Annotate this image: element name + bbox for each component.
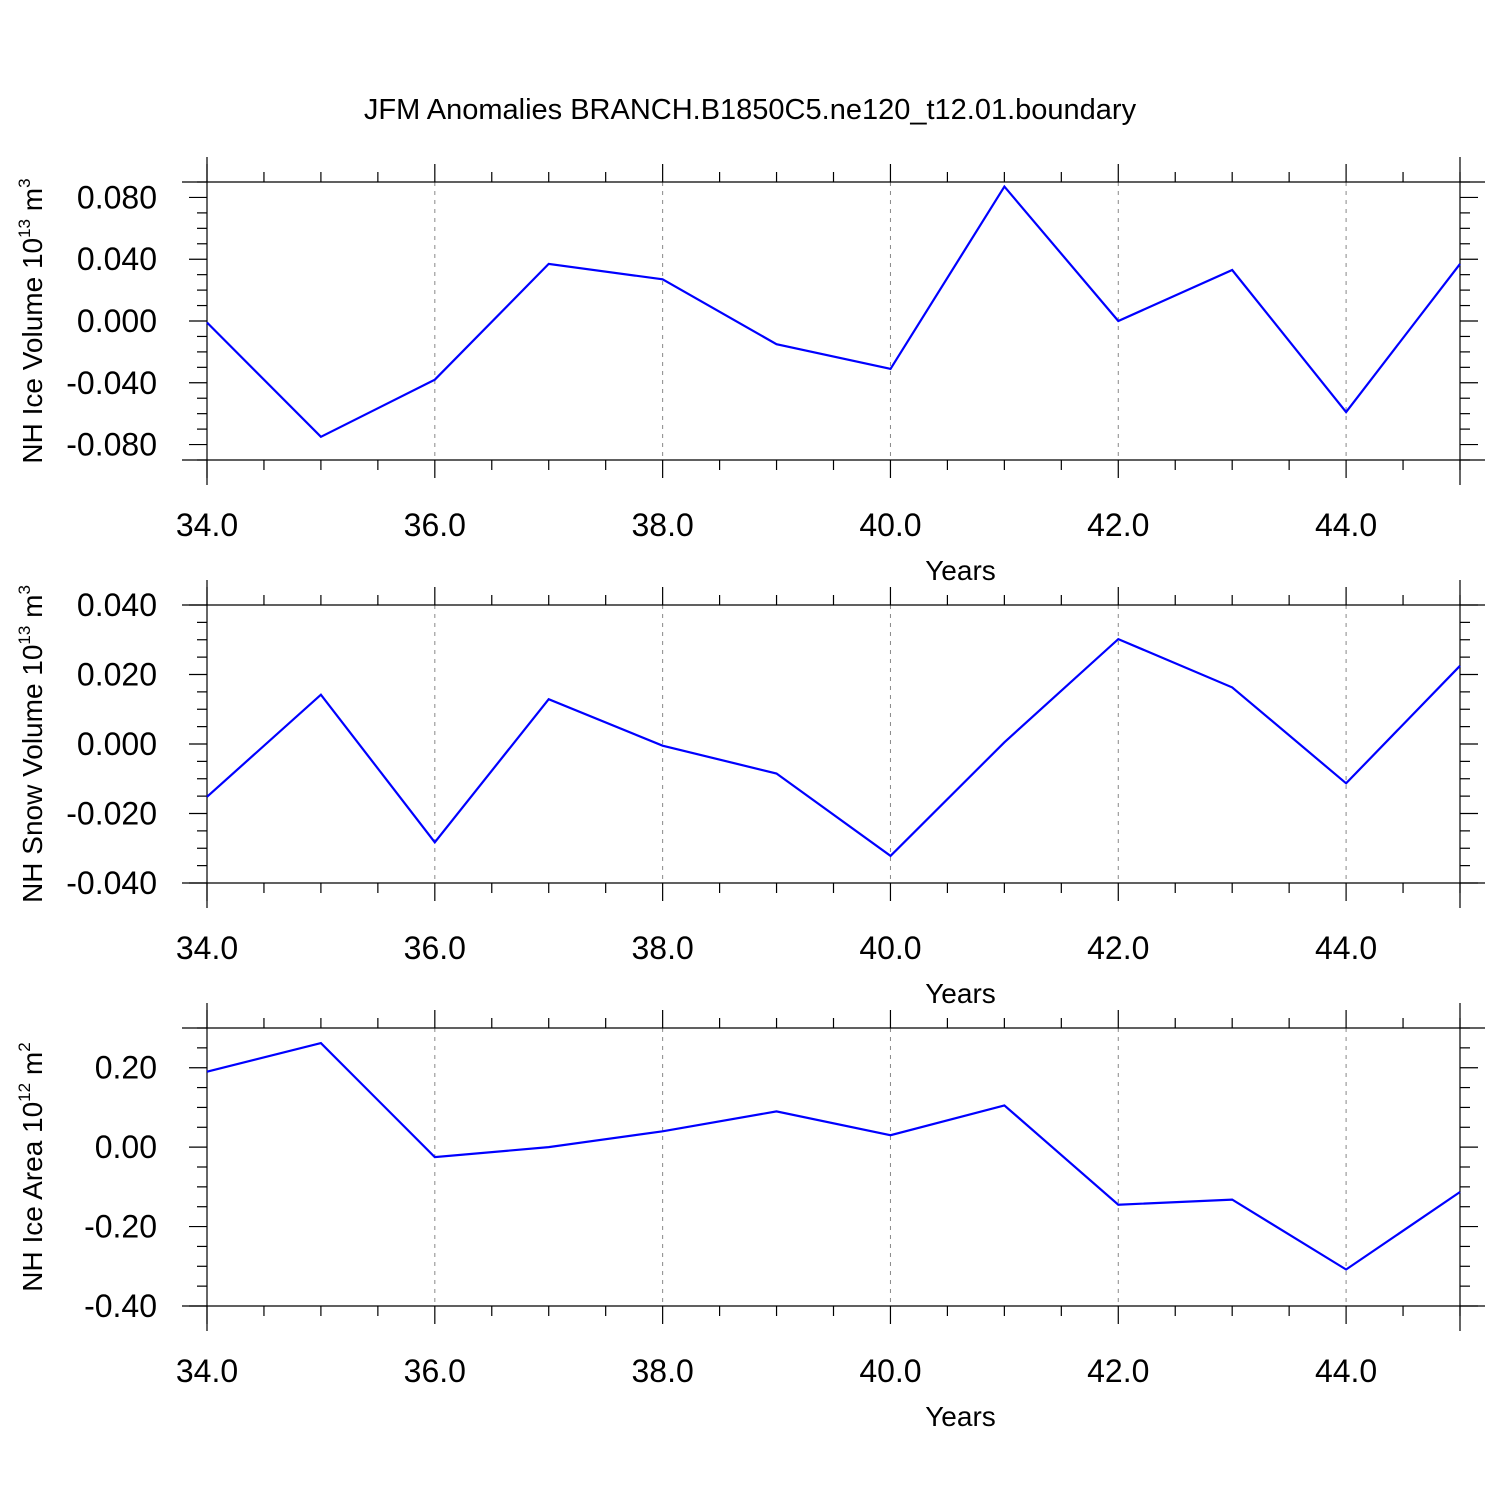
y-tick-label: 0.000 [77,303,157,339]
y-tick-label: -0.080 [66,427,157,463]
y-tick-label: 0.020 [77,657,157,693]
y-tick-label: 0.000 [77,726,157,762]
x-tick-label: 44.0 [1315,930,1377,966]
x-tick-label: 44.0 [1315,507,1377,543]
x-tick-label: 42.0 [1087,507,1149,543]
x-tick-label: 38.0 [631,1353,693,1389]
panel-1: 34.0 36.0 38.0 40.0 42.0 44.0 -0.080 -0.040 0.00… [15,157,1485,586]
y-tick-label: -0.040 [66,865,157,901]
x-tick-label: 40.0 [859,1353,921,1389]
y-tick-label: -0.40 [84,1288,157,1324]
x-tick-label: 36.0 [404,930,466,966]
x-tick-label: 38.0 [631,930,693,966]
figure-title: JFM Anomalies BRANCH.B1850C5.ne120_t12.0… [364,94,1137,126]
x-axis-title: Years [925,555,996,586]
x-tick-label: 42.0 [1087,930,1149,966]
x-tick-label: 38.0 [631,507,693,543]
x-tick-label: 42.0 [1087,1353,1149,1389]
y-tick-label: -0.020 [66,796,157,832]
series-line [206,637,1461,858]
y-tick-label: 0.040 [77,241,157,277]
x-tick-label: 36.0 [404,507,466,543]
y-tick-label: 0.00 [95,1129,157,1165]
series-line [206,1041,1461,1271]
x-tick-label: 34.0 [176,507,238,543]
y-tick-label: 0.040 [77,587,157,623]
y-axis-title: NH Snow Volume 1013 m3 [15,585,48,903]
x-axis-title: Years [925,1401,996,1432]
panels: 34.0 36.0 38.0 40.0 42.0 44.0 -0.080 -0.040 0.00… [15,157,1485,1432]
y-axis-title: NH Ice Volume 1013 m3 [15,178,48,463]
y-tick-label: 0.20 [95,1050,157,1086]
x-tick-label: 40.0 [859,507,921,543]
x-tick-label: 44.0 [1315,1353,1377,1389]
y-tick-label: -0.040 [66,365,157,401]
y-tick-label: -0.20 [84,1209,157,1245]
x-tick-label: 36.0 [404,1353,466,1389]
series-line [206,184,1461,439]
y-axis-title: NH Ice Area 1012 m2 [15,1042,48,1291]
y-tick-label: 0.080 [77,179,157,215]
panel-2: 34.0 36.0 38.0 40.0 42.0 44.0 -0.040 -0.020 0.00… [15,580,1485,1009]
x-tick-label: 34.0 [176,930,238,966]
x-tick-label: 34.0 [176,1353,238,1389]
panel-3: 34.0 36.0 38.0 40.0 42.0 44.0 -0.40 -0.20 0.00 0.… [15,1003,1485,1432]
x-tick-label: 40.0 [859,930,921,966]
x-axis-title: Years [925,978,996,1009]
